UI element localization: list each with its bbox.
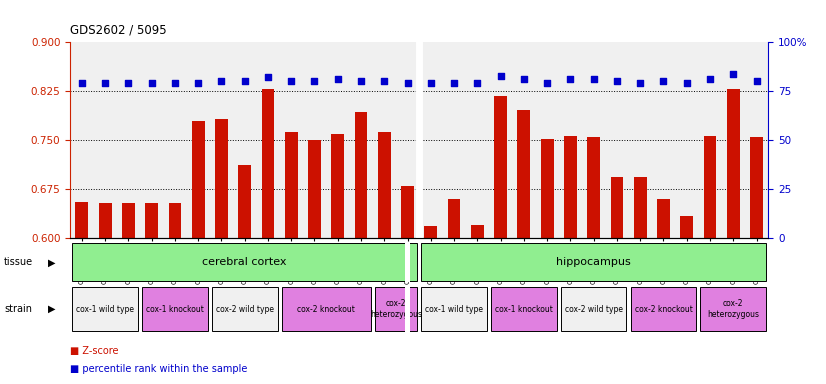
Bar: [192, 121, 205, 238]
Text: cox-2
heterozygous: cox-2 heterozygous: [370, 300, 422, 319]
Point: [75, 80, 88, 86]
Bar: [518, 110, 530, 238]
Point: [377, 78, 391, 84]
Bar: [421, 287, 487, 331]
Bar: [471, 225, 484, 238]
Point: [238, 78, 251, 84]
Bar: [700, 287, 766, 331]
Bar: [631, 287, 696, 331]
Text: cox-2 wild type: cox-2 wild type: [216, 305, 273, 314]
Point: [425, 80, 438, 86]
Point: [308, 78, 321, 84]
Bar: [142, 287, 207, 331]
Bar: [727, 89, 739, 238]
Bar: [212, 287, 278, 331]
Bar: [448, 199, 460, 238]
Text: cox-2
heterozygous: cox-2 heterozygous: [707, 300, 759, 319]
Bar: [215, 119, 228, 238]
Bar: [587, 137, 600, 238]
Point: [98, 80, 112, 86]
Text: cox-2 wild type: cox-2 wild type: [565, 305, 623, 314]
Point: [704, 76, 717, 83]
Bar: [73, 243, 417, 281]
Point: [192, 80, 205, 86]
Bar: [561, 287, 626, 331]
Point: [750, 78, 763, 84]
Point: [261, 74, 274, 81]
Bar: [634, 177, 647, 238]
Point: [121, 80, 135, 86]
Bar: [354, 112, 368, 238]
Point: [587, 76, 601, 83]
Bar: [610, 177, 624, 238]
Point: [634, 80, 647, 86]
Bar: [169, 203, 181, 238]
Bar: [681, 216, 693, 238]
Text: hippocampus: hippocampus: [557, 257, 631, 267]
Bar: [704, 136, 716, 238]
Point: [145, 80, 159, 86]
Text: cox-1 wild type: cox-1 wild type: [76, 305, 134, 314]
Bar: [331, 134, 344, 238]
Point: [448, 80, 461, 86]
Bar: [73, 287, 138, 331]
Point: [471, 80, 484, 86]
Bar: [145, 203, 158, 238]
Point: [494, 73, 507, 79]
Text: GDS2602 / 5095: GDS2602 / 5095: [70, 23, 167, 36]
Bar: [750, 137, 763, 238]
Text: ■ Z-score: ■ Z-score: [70, 346, 119, 356]
Point: [517, 76, 530, 83]
Bar: [425, 226, 437, 238]
Bar: [401, 186, 414, 238]
Point: [680, 80, 693, 86]
Bar: [285, 132, 297, 238]
Text: cox-1 knockout: cox-1 knockout: [146, 305, 204, 314]
Point: [610, 78, 624, 84]
Point: [169, 80, 182, 86]
Point: [215, 78, 228, 84]
Point: [540, 80, 553, 86]
Bar: [405, 286, 411, 332]
Bar: [308, 140, 320, 238]
Bar: [239, 165, 251, 238]
Text: tissue: tissue: [4, 257, 33, 267]
Bar: [99, 203, 112, 238]
Bar: [491, 287, 557, 331]
Text: cox-2 knockout: cox-2 knockout: [297, 305, 355, 314]
Bar: [375, 287, 417, 331]
Point: [331, 76, 344, 83]
Point: [401, 80, 414, 86]
Bar: [262, 89, 274, 238]
Text: strain: strain: [4, 304, 32, 314]
Point: [285, 78, 298, 84]
Text: cox-2 knockout: cox-2 knockout: [634, 305, 692, 314]
Bar: [657, 199, 670, 238]
Text: cox-1 knockout: cox-1 knockout: [495, 305, 553, 314]
Bar: [421, 243, 766, 281]
Bar: [122, 203, 135, 238]
Point: [354, 78, 368, 84]
Point: [564, 76, 577, 83]
Text: ■ percentile rank within the sample: ■ percentile rank within the sample: [70, 364, 248, 374]
Bar: [378, 132, 391, 238]
Text: ▶: ▶: [48, 257, 55, 267]
Point: [657, 78, 670, 84]
Bar: [564, 136, 577, 238]
Bar: [405, 242, 411, 282]
Bar: [541, 139, 553, 238]
Bar: [282, 287, 371, 331]
Bar: [494, 96, 507, 238]
Bar: [75, 202, 88, 238]
Text: ▶: ▶: [48, 304, 55, 314]
Point: [727, 71, 740, 77]
Text: cerebral cortex: cerebral cortex: [202, 257, 287, 267]
Text: cox-1 wild type: cox-1 wild type: [425, 305, 483, 314]
